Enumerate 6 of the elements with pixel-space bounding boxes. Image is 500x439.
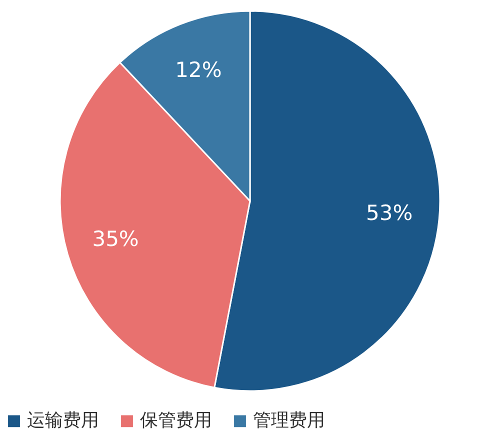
legend-label: 保管费用 [140,410,212,432]
legend-label: 管理费用 [253,410,325,432]
legend-label: 运输费用 [27,410,99,432]
data-label: 35% [92,227,139,252]
data-label: 53% [366,201,413,226]
data-label: 12% [175,58,222,82]
